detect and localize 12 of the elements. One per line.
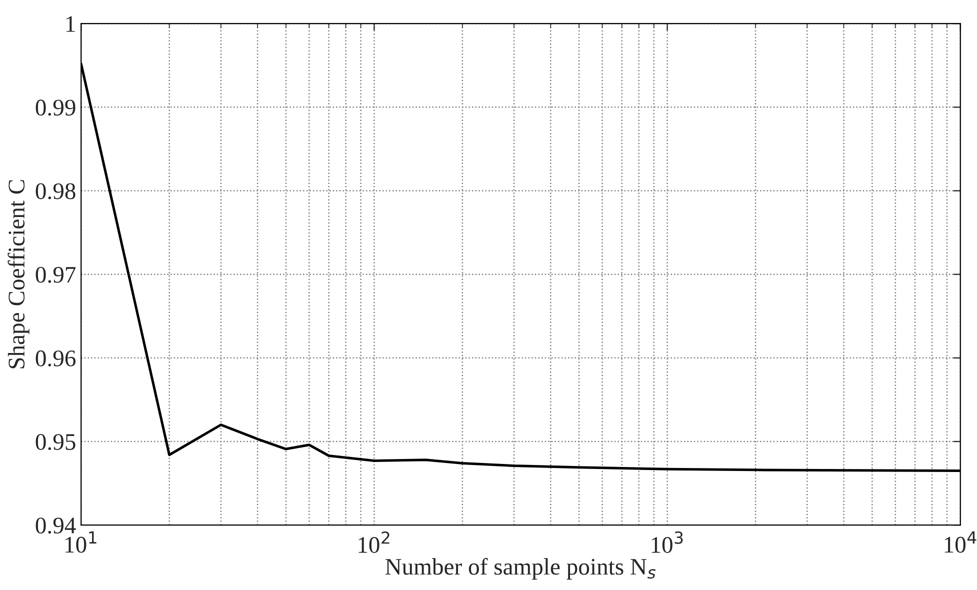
x-tick-label: 10$^{2}$ [358, 531, 390, 553]
x-tick-label: 10$^{4}$ [944, 531, 976, 553]
y-tick-label: 0.96 [36, 350, 76, 366]
x-axis-title: Number of sample points N$_{s}$ [385, 558, 656, 580]
y-tick-label: 0.97 [36, 266, 76, 283]
x-tick-label: 10$^{3}$ [652, 531, 683, 553]
y-tick-label: 0.99 [36, 100, 76, 116]
y-axis-title: Shape Coefficient C [8, 180, 30, 368]
y-tick-label: 0.94 [36, 518, 76, 534]
y-tick-label: 0.98 [36, 183, 76, 200]
y-tick-label: 1 [66, 16, 75, 32]
y-tick-label: 0.95 [36, 434, 76, 450]
